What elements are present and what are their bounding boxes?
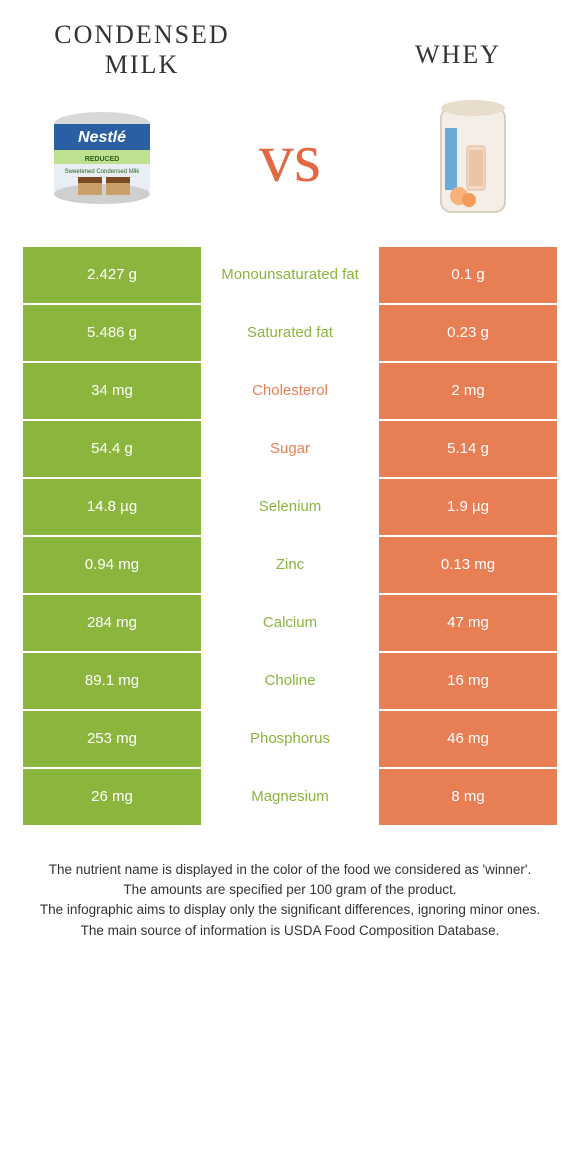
right-value-cell: 5.14 g xyxy=(378,420,558,478)
right-value-cell: 1.9 µg xyxy=(378,478,558,536)
svg-text:REDUCED: REDUCED xyxy=(85,156,120,163)
footer-line: The nutrient name is displayed in the co… xyxy=(28,860,552,880)
right-value-cell: 0.1 g xyxy=(378,246,558,304)
nutrient-name-cell: Calcium xyxy=(202,594,378,652)
nutrient-name-cell: Cholesterol xyxy=(202,362,378,420)
nutrient-name: Magnesium xyxy=(251,788,329,805)
table-row: 26 mg Magnesium 8 mg xyxy=(22,768,558,826)
footer-line: The infographic aims to display only the… xyxy=(28,900,552,920)
left-value-cell: 284 mg xyxy=(22,594,202,652)
table-row: 89.1 mg Choline 16 mg xyxy=(22,652,558,710)
right-value-cell: 16 mg xyxy=(378,652,558,710)
header: CONDENSED MILK WHEY xyxy=(22,20,558,80)
table-row: 2.427 g Monounsaturated fat 0.1 g xyxy=(22,246,558,304)
left-value-cell: 26 mg xyxy=(22,768,202,826)
left-value-cell: 54.4 g xyxy=(22,420,202,478)
nutrient-name-cell: Saturated fat xyxy=(202,304,378,362)
table-row: 284 mg Calcium 47 mg xyxy=(22,594,558,652)
svg-text:Sweetened Condensed Milk: Sweetened Condensed Milk xyxy=(65,169,141,175)
table-row: 0.94 mg Zinc 0.13 mg xyxy=(22,536,558,594)
left-value-cell: 5.486 g xyxy=(22,304,202,362)
nutrient-name-cell: Phosphorus xyxy=(202,710,378,768)
footer-line: The amounts are specified per 100 gram o… xyxy=(28,880,552,900)
table-row: 5.486 g Saturated fat 0.23 g xyxy=(22,304,558,362)
nutrient-name: Monounsaturated fat xyxy=(221,266,359,283)
vs-label: vs xyxy=(259,119,321,199)
table-row: 54.4 g Sugar 5.14 g xyxy=(22,420,558,478)
left-value-cell: 253 mg xyxy=(22,710,202,768)
nutrient-name-cell: Magnesium xyxy=(202,768,378,826)
title-text: MILK xyxy=(105,50,179,79)
right-value-cell: 0.13 mg xyxy=(378,536,558,594)
nutrient-name: Zinc xyxy=(276,556,304,573)
table-row: 34 mg Cholesterol 2 mg xyxy=(22,362,558,420)
nutrient-name-cell: Choline xyxy=(202,652,378,710)
svg-text:Nestlé: Nestlé xyxy=(78,129,126,146)
nutrient-name-cell: Zinc xyxy=(202,536,378,594)
comparison-table: 2.427 g Monounsaturated fat 0.1 g 5.486 g Sa… xyxy=(22,246,558,826)
left-product-title: CONDENSED MILK xyxy=(22,20,262,80)
table-row: 14.8 µg Selenium 1.9 µg xyxy=(22,478,558,536)
left-value-cell: 14.8 µg xyxy=(22,478,202,536)
condensed-milk-image: Nestlé REDUCED Sweetened Condensed Milk xyxy=(22,94,192,224)
whey-image xyxy=(388,94,558,224)
nutrient-name-cell: Monounsaturated fat xyxy=(202,246,378,304)
right-value-cell: 8 mg xyxy=(378,768,558,826)
nutrient-name: Phosphorus xyxy=(250,730,330,747)
right-value-cell: 47 mg xyxy=(378,594,558,652)
product-image-row: Nestlé REDUCED Sweetened Condensed Milk … xyxy=(22,94,558,224)
left-value-cell: 34 mg xyxy=(22,362,202,420)
left-value-cell: 89.1 mg xyxy=(22,652,202,710)
right-value-cell: 46 mg xyxy=(378,710,558,768)
right-value-cell: 2 mg xyxy=(378,362,558,420)
footer-notes: The nutrient name is displayed in the co… xyxy=(22,860,558,941)
nutrient-name-cell: Selenium xyxy=(202,478,378,536)
title-text: WHEY xyxy=(415,40,501,69)
left-value-cell: 0.94 mg xyxy=(22,536,202,594)
footer-line: The main source of information is USDA F… xyxy=(28,921,552,941)
left-value-cell: 2.427 g xyxy=(22,246,202,304)
nutrient-name: Sugar xyxy=(270,440,310,457)
right-product-title: WHEY xyxy=(358,20,558,70)
nutrient-name: Cholesterol xyxy=(252,382,328,399)
nutrient-name: Selenium xyxy=(259,498,322,515)
right-value-cell: 0.23 g xyxy=(378,304,558,362)
nutrient-name-cell: Sugar xyxy=(202,420,378,478)
title-text: CONDENSED xyxy=(54,20,229,49)
table-row: 253 mg Phosphorus 46 mg xyxy=(22,710,558,768)
nutrient-name: Choline xyxy=(265,672,316,689)
nutrient-name: Saturated fat xyxy=(247,324,333,341)
nutrient-name: Calcium xyxy=(263,614,317,631)
